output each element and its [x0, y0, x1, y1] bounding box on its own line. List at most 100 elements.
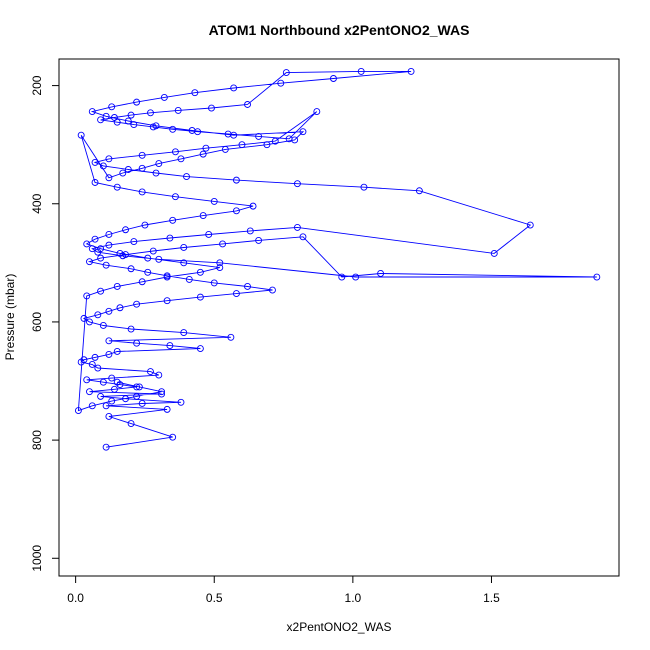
data-point — [377, 270, 385, 277]
data-point — [97, 254, 105, 262]
data-point — [127, 111, 135, 119]
data-point — [99, 162, 107, 170]
data-point — [124, 166, 132, 173]
data-point — [99, 378, 107, 386]
data-point — [407, 67, 415, 75]
data-point — [593, 273, 601, 281]
data-point — [160, 93, 168, 101]
data-point — [293, 223, 301, 231]
data-point — [163, 273, 171, 281]
data-point — [133, 98, 141, 106]
data-point — [83, 376, 91, 384]
data-point — [490, 249, 498, 257]
data-point — [180, 329, 188, 337]
data-point — [108, 103, 116, 111]
data-point — [249, 202, 257, 210]
data-point — [299, 128, 307, 136]
data-point — [127, 265, 135, 273]
data-point — [130, 121, 138, 129]
data-point — [238, 141, 246, 149]
data-point — [415, 187, 423, 195]
data-point — [180, 259, 188, 267]
data-point — [185, 275, 193, 283]
data-point — [80, 314, 88, 322]
series-line — [77, 70, 597, 448]
data-point — [330, 75, 337, 82]
data-point — [97, 392, 105, 400]
data-point — [230, 84, 238, 92]
data-point — [113, 378, 121, 386]
data-point — [110, 114, 118, 121]
data-point — [269, 286, 276, 294]
plot-frame — [58, 58, 620, 577]
data-point — [191, 89, 199, 97]
data-point — [88, 361, 96, 368]
data-point — [127, 420, 135, 428]
data-point — [91, 235, 99, 243]
y-tick-label: 400 — [30, 193, 44, 213]
data-point — [99, 322, 107, 329]
data-point — [149, 247, 157, 255]
x-tick-label: 1.5 — [483, 591, 500, 605]
data-point — [83, 240, 91, 248]
data-point — [158, 388, 166, 396]
data-point — [232, 176, 240, 184]
data-point — [152, 122, 160, 130]
data-point — [183, 173, 190, 181]
data-point — [105, 413, 113, 420]
data-point — [110, 385, 118, 393]
data-point — [97, 287, 105, 295]
data-point — [169, 433, 177, 441]
data-point — [86, 258, 93, 266]
data-point — [77, 131, 85, 139]
data-point — [130, 238, 138, 246]
data-point — [97, 116, 105, 124]
data-point — [338, 273, 346, 281]
data-point — [166, 234, 174, 242]
data-point — [105, 350, 113, 358]
data-point — [526, 221, 534, 229]
data-point — [138, 278, 146, 286]
data-point — [263, 141, 271, 149]
y-tick-label: 800 — [30, 430, 44, 450]
data-point — [255, 236, 263, 244]
data-point — [102, 443, 110, 451]
data-point — [102, 261, 110, 269]
data-point — [138, 164, 146, 172]
data-point — [116, 249, 124, 257]
data-point — [282, 69, 290, 77]
data-point — [210, 279, 218, 287]
data-point — [244, 101, 251, 108]
data-point — [102, 402, 110, 410]
data-point — [108, 397, 116, 405]
data-point — [227, 333, 235, 341]
x-axis: 0.0 0.5 1.0 1.5 — [67, 575, 500, 605]
data-point — [293, 180, 301, 188]
x-axis-label: x2PentONO2_WAS — [287, 620, 392, 634]
data-point — [232, 207, 240, 215]
data-point — [119, 169, 127, 177]
data-point — [144, 268, 152, 276]
data-point — [155, 160, 163, 168]
y-axis: 200 400 600 800 1000 — [30, 75, 60, 572]
data-point — [313, 108, 321, 116]
data-point — [180, 244, 188, 251]
data-point — [102, 112, 110, 120]
data-point — [91, 158, 99, 166]
data-point — [91, 179, 99, 186]
data-point — [232, 290, 240, 298]
data-point — [155, 255, 163, 263]
data-point — [196, 268, 204, 276]
data-point — [255, 132, 263, 140]
data-point — [113, 283, 121, 290]
data-point — [86, 318, 93, 326]
data-point — [230, 131, 238, 139]
x-tick-label: 0.5 — [206, 591, 223, 605]
data-point — [277, 79, 285, 87]
y-axis-label: Pressure (mbar) — [3, 274, 17, 361]
data-point — [88, 108, 96, 116]
data-point — [169, 216, 177, 224]
data-point — [174, 106, 182, 114]
data-point — [163, 405, 171, 413]
data-point — [155, 371, 163, 379]
